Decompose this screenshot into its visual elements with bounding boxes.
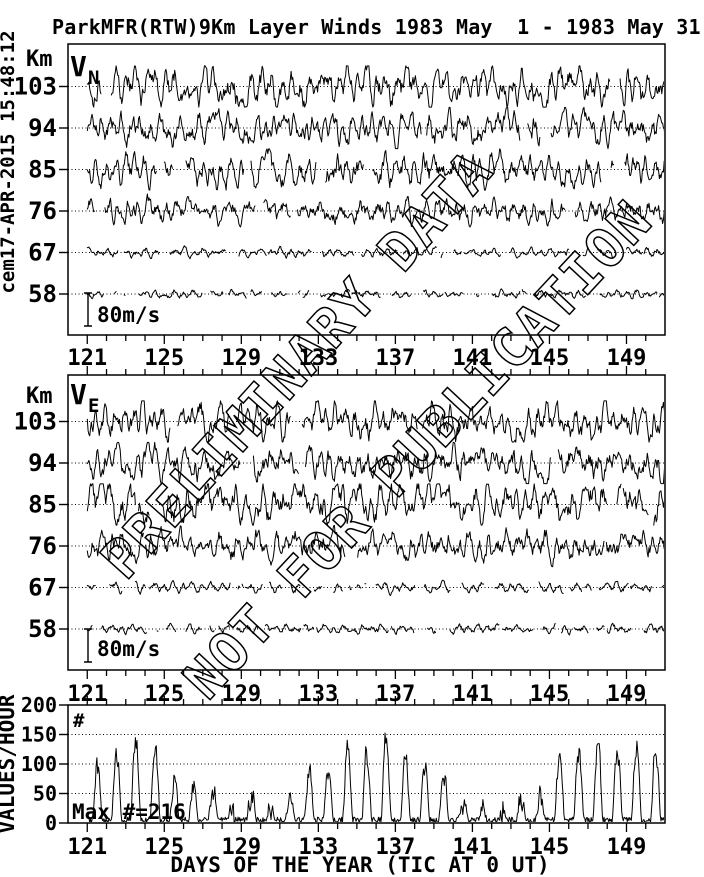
day-tick-label: 125 (144, 682, 184, 707)
wind-trace-94km (86, 106, 664, 150)
axis-tick-labels: 103 94 85 76 67 58 103 94 85 76 67 58 0 50 100 150 200 12… (14, 73, 647, 861)
day-tick-label: 129 (221, 682, 261, 707)
day-tick-label: 145 (530, 682, 570, 707)
values-per-hour-trace (86, 732, 664, 822)
ve-scale-bar-label: 80m/s (97, 637, 160, 661)
x-axis-title: DAYS OF THE YEAR (TIC AT 0 UT) (170, 853, 549, 877)
day-tick-label: 137 (376, 835, 416, 860)
day-tick-label: 133 (298, 682, 338, 707)
altitude-tick-label: 103 (14, 408, 57, 436)
counts-y-tick-label: 50 (33, 782, 57, 806)
wind-trace-67km (86, 245, 664, 260)
altitude-tick-label: 85 (28, 491, 57, 519)
day-tick-label: 141 (453, 346, 493, 371)
day-tick-label: 121 (67, 682, 107, 707)
wind-trace-103km (86, 65, 664, 108)
wind-trace-76km (86, 193, 664, 228)
day-tick-label: 121 (67, 835, 107, 860)
day-tick-label: 121 (67, 346, 107, 371)
wind-trace-67km (86, 579, 664, 596)
counts-y-tick-label: 200 (21, 693, 57, 717)
day-tick-label: 145 (530, 346, 570, 371)
counts-trace (86, 732, 664, 822)
day-tick-label: 141 (453, 835, 493, 860)
day-tick-label: 137 (376, 346, 416, 371)
altitude-tick-label: 103 (14, 73, 57, 101)
altitude-tick-label: 58 (28, 615, 57, 643)
altitude-tick-label: 67 (28, 574, 57, 602)
day-tick-label: 149 (607, 835, 647, 860)
counts-corner-label: # (73, 710, 85, 732)
day-tick-label: 133 (298, 835, 338, 860)
ve-panel-label-subscript: E (88, 395, 99, 417)
creation-timestamp: cem17-APR-2015 15:48:12 (0, 30, 19, 293)
vn-panel-label-subscript: N (88, 67, 99, 89)
vn-scale-bar-label: 80m/s (97, 303, 160, 327)
wind-trace-58km (86, 288, 664, 300)
wind-trace-76km (86, 524, 664, 568)
ve-km-unit-label: Km (26, 384, 53, 409)
wind-trace-94km (86, 441, 664, 485)
day-tick-label: 133 (298, 346, 338, 371)
day-tick-label: 145 (530, 835, 570, 860)
day-tick-label: 129 (221, 346, 261, 371)
vn-panel-border (67, 43, 666, 336)
counts-max-label: Max #=216 (72, 800, 186, 824)
day-tick-label: 129 (221, 835, 261, 860)
day-tick-label: 125 (144, 346, 184, 371)
ve-wind-traces (86, 400, 664, 636)
wind-trace-103km (86, 400, 664, 443)
vn-wind-traces (86, 65, 664, 300)
wind-trace-58km (86, 622, 664, 636)
altitude-tick-label: 58 (28, 280, 57, 308)
altitude-tick-label: 94 (28, 114, 57, 142)
counts-y-tick-label: 0 (45, 811, 57, 835)
ve-panel-label: V (70, 378, 87, 411)
day-tick-label: 141 (453, 682, 493, 707)
axis-ticks (59, 85, 647, 832)
ve-scale-bar-80ms (84, 628, 92, 663)
vn-km-unit-label: Km (26, 47, 53, 72)
vn-panel-label: V (70, 50, 87, 83)
wind-trace-85km (86, 483, 664, 526)
day-tick-label: 125 (144, 835, 184, 860)
altitude-tick-label: 76 (28, 532, 57, 560)
altitude-tick-label: 94 (28, 449, 57, 477)
altitude-tick-label: 67 (28, 239, 57, 267)
day-tick-label: 137 (376, 682, 416, 707)
vn-scale-bar-80ms (84, 292, 92, 327)
counts-y-tick-label: 100 (21, 752, 57, 776)
altitude-tick-label: 76 (28, 197, 57, 225)
wind-trace-85km (86, 148, 664, 191)
counts-y-tick-label: 150 (21, 723, 57, 747)
day-tick-label: 149 (607, 346, 647, 371)
altitude-tick-label: 85 (28, 156, 57, 184)
ve-panel-border (67, 374, 666, 671)
counts-y-axis-label: VALUES/HOUR (0, 694, 19, 833)
figure-title: ParkMFR(RTW)9Km Layer Winds 1983 May 1 -… (52, 15, 701, 39)
day-tick-label: 149 (607, 682, 647, 707)
